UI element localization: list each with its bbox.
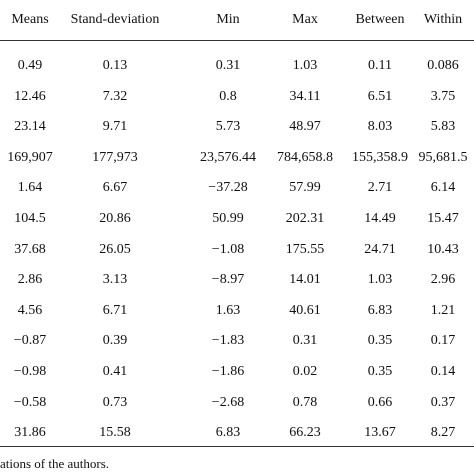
table-cell: 177,973: [92, 149, 138, 165]
table-cell: 0.11: [368, 58, 392, 73]
table-cell: 57.99: [289, 180, 321, 196]
table-cell: 31.86: [14, 425, 46, 441]
column-header: Within: [423, 12, 463, 27]
table-cell: 37.68: [14, 241, 46, 257]
table-cell: 5.83: [430, 119, 456, 135]
table-cell: 6.14: [430, 180, 456, 196]
column-header: Stand-deviation: [70, 12, 160, 27]
table-cell: 13.67: [364, 425, 396, 441]
table-cell: 0.8: [219, 88, 237, 104]
column-header: Means: [11, 12, 49, 27]
table-cell: 20.86: [99, 211, 131, 226]
table-cell: 169,907: [7, 149, 53, 165]
table-cell: 0.35: [367, 333, 393, 349]
table-cell: 14.01: [289, 272, 321, 288]
table-cell: 66.23: [289, 425, 321, 441]
table-cell: 40.61: [289, 302, 321, 318]
table-cell: 2.86: [17, 272, 43, 288]
table-cell: −0.58: [13, 394, 47, 410]
table-cell: 0.02: [292, 364, 318, 379]
table-cell: 0.41: [102, 364, 128, 379]
table-cell: 0.35: [367, 364, 393, 379]
bottom-rule: [0, 446, 474, 447]
table-cell: −37.28: [208, 180, 248, 196]
column-header: Min: [216, 12, 240, 27]
table-cell: 8.27: [430, 425, 456, 441]
table-cell: 24.71: [364, 241, 396, 257]
table-cell: 784,658.8: [277, 149, 333, 165]
table-cell: 3.75: [430, 88, 456, 104]
table-cell: 6.83: [367, 302, 393, 318]
table-cell: 1.64: [17, 180, 43, 196]
table-cell: −0.98: [13, 364, 47, 379]
table-cell: 15.58: [99, 425, 131, 441]
table-cell: −8.97: [211, 272, 245, 288]
table-cell: 48.97: [289, 119, 321, 135]
table-cell: 4.56: [17, 302, 43, 318]
table-cell: 9.71: [102, 119, 128, 135]
table-cell: −0.87: [13, 333, 47, 349]
table-cell: 34.11: [289, 88, 321, 104]
table-cell: 175.55: [285, 241, 325, 257]
table-cell: 0.31: [292, 333, 318, 349]
table-cell: 0.17: [430, 333, 456, 349]
table-cell: 50.99: [212, 211, 244, 226]
table-cell: −1.86: [211, 364, 245, 379]
table-cell: 8.03: [367, 119, 393, 135]
table-cell: −1.08: [211, 241, 245, 257]
table-cell: 1.63: [215, 302, 241, 318]
table-cell: 5.73: [215, 119, 241, 135]
table-cell: 15.47: [427, 211, 459, 226]
table-cell: 2.96: [430, 272, 456, 288]
table-cell: 0.39: [102, 333, 128, 349]
table-cell: 2.71: [367, 180, 393, 196]
table-cell: 3.13: [102, 272, 128, 288]
header-rule: [0, 40, 474, 41]
table-cell: 0.37: [430, 394, 456, 410]
table-cell: 95,681.5: [418, 149, 468, 165]
table-cell: 26.05: [99, 241, 131, 257]
table-cell: 6.71: [102, 302, 128, 318]
table-cell: 0.78: [292, 394, 318, 410]
table-cell: −1.83: [211, 333, 245, 349]
table-cell: 0.73: [102, 394, 128, 410]
column-header: Max: [292, 12, 318, 27]
table-cell: 202.31: [285, 211, 325, 226]
table-cell: 7.32: [102, 88, 128, 104]
table-cell: 0.49: [17, 58, 43, 73]
column-header: Between: [355, 12, 405, 27]
table-cell: 23.14: [14, 119, 46, 135]
table-cell: 104.5: [14, 211, 46, 226]
table-cell: 14.49: [364, 211, 396, 226]
table-cell: 10.43: [427, 241, 459, 257]
table-cell: 23,576.44: [200, 149, 256, 165]
table-cell: 1.21: [430, 302, 456, 318]
table-cell: 155,358.9: [352, 149, 408, 165]
table-cell: −2.68: [211, 394, 245, 410]
table-cell: 0.66: [367, 394, 393, 410]
table-cell: 0.13: [102, 58, 128, 73]
table-cell: 0.14: [430, 364, 456, 379]
footnote: ations of the authors.: [0, 456, 110, 471]
table-cell: 12.46: [14, 88, 46, 104]
table-cell: 1.03: [367, 272, 393, 288]
table-cell: 1.03: [292, 58, 318, 73]
table-cell: 6.67: [102, 180, 128, 196]
table-cell: 6.83: [215, 425, 241, 441]
table-cell: 0.086: [427, 58, 459, 73]
table-cell: 6.51: [367, 88, 393, 104]
table-cell: 0.31: [215, 58, 241, 73]
